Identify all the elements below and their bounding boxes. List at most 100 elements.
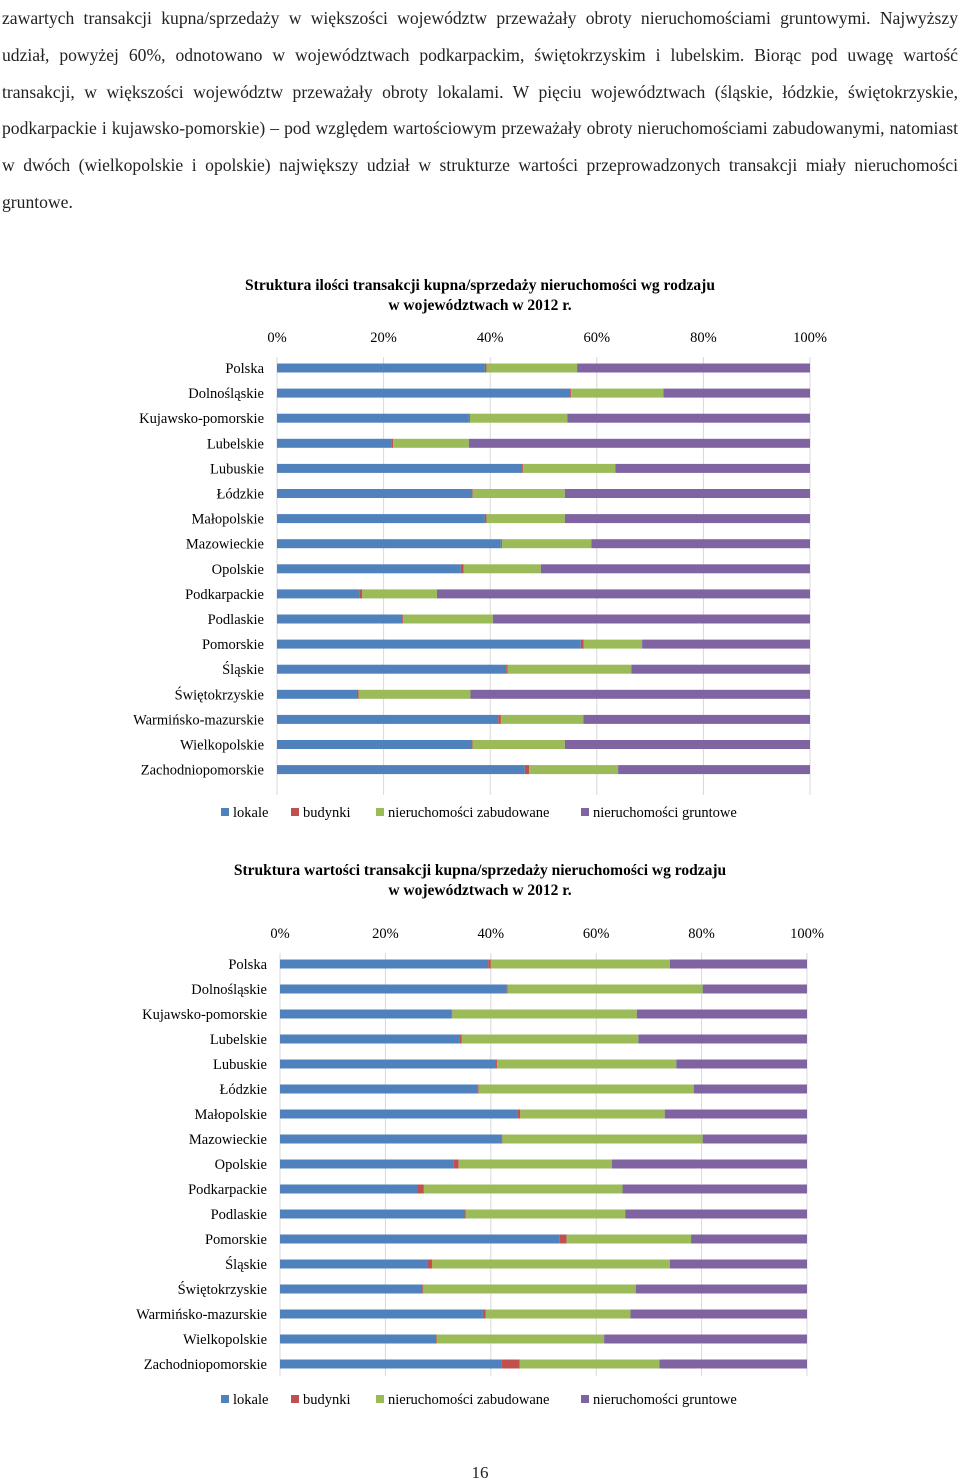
bar-segment-budynki (484, 363, 487, 373)
chart2-title-line1: Struktura wartości transakcji kupna/sprz… (233, 862, 727, 879)
bar-segment-lokale (280, 1134, 502, 1144)
category-label: Pomorskie (202, 637, 264, 653)
bar-segment-budynki (417, 1184, 424, 1194)
bar-segment-zabudowane (393, 438, 469, 448)
bar-segment-gruntowe (564, 489, 810, 498)
x-tick-label: 40% (477, 330, 504, 346)
bar-segment-lokale (280, 1234, 560, 1244)
bar-segment-zabudowane (423, 1284, 636, 1294)
category-label: Polska (228, 957, 267, 973)
x-tick-label: 0% (270, 926, 289, 942)
category-label: Podkarpackie (185, 587, 264, 603)
bar-segment-gruntowe (564, 514, 810, 524)
bar-segment-budynki (459, 1034, 462, 1044)
x-tick-label: 60% (583, 926, 610, 942)
legend-label: budynki (303, 805, 351, 821)
legend-swatch (221, 808, 229, 816)
bar-segment-gruntowe (468, 438, 810, 448)
category-label: Wielkopolskie (183, 1332, 267, 1348)
bar-segment-gruntowe (583, 714, 810, 724)
legend-label: nieruchomości gruntowe (593, 805, 737, 821)
x-tick-label: 60% (584, 330, 611, 346)
bar-segment-gruntowe (691, 1234, 807, 1244)
bar-segment-zabudowane (502, 1134, 703, 1144)
category-label: Małopolskie (192, 512, 265, 528)
bar-segment-lokale (280, 1034, 460, 1044)
bar-segment-budynki (506, 984, 508, 994)
chart1-title-line1: Struktura ilości transakcji kupna/sprzed… (245, 277, 715, 294)
bar-segment-lokale (280, 1159, 454, 1169)
x-tick-label: 20% (372, 926, 399, 942)
bar-segment-gruntowe (636, 1009, 807, 1019)
bar-segment-lokale (280, 1359, 502, 1369)
category-label: Dolnośląskie (191, 982, 267, 998)
bar-segment-budynki (422, 1284, 424, 1294)
bar-segment-gruntowe (693, 1084, 807, 1094)
bar-segment-budynki (501, 1134, 503, 1144)
category-label: Lubelskie (210, 1032, 267, 1048)
x-tick-label: 100% (793, 330, 827, 346)
bar-segment-lokale (277, 765, 525, 775)
bar-segment-zabudowane (486, 514, 565, 524)
bar-segment-budynki (460, 564, 464, 574)
bar-segment-gruntowe (702, 1134, 807, 1144)
bar-segment-budynki (496, 1059, 498, 1069)
bar-segment-budynki (517, 1109, 521, 1119)
bar-segment-gruntowe (702, 984, 807, 994)
legend-label: nieruchomości zabudowane (388, 805, 550, 821)
bar-segment-lokale (280, 1209, 465, 1219)
bar-segment-zabudowane (520, 1109, 665, 1119)
bar-segment-gruntowe (564, 740, 810, 749)
x-tick-label: 100% (790, 926, 824, 942)
bar-segment-budynki (570, 388, 572, 398)
bar-segment-budynki (435, 1334, 437, 1344)
chart2-legend: lokale budynki nieruchomości zabudowane nie… (0, 1392, 960, 1412)
bar-segment-lokale (280, 1109, 518, 1119)
bar-segment-gruntowe (604, 1334, 807, 1344)
bar-segment-gruntowe (612, 1159, 807, 1169)
bar-segment-gruntowe (659, 1359, 807, 1369)
bar-segment-lokale (280, 1009, 452, 1019)
legend-item-gruntowe: nieruchomości gruntowe (581, 1392, 737, 1409)
category-label: Zachodniopomorskie (144, 1357, 267, 1373)
bar-segment-gruntowe (622, 1184, 807, 1194)
legend-label: lokale (233, 1392, 269, 1408)
category-label: Mazowieckie (189, 1132, 267, 1148)
bar-segment-gruntowe (638, 1034, 807, 1044)
category-label: Kujawsko-pomorskie (142, 1007, 267, 1023)
bar-segment-gruntowe (625, 1209, 807, 1219)
bar-segment-zabudowane (497, 1059, 677, 1069)
category-label: Śląskie (222, 661, 264, 678)
bar-segment-budynki (477, 1084, 479, 1094)
category-label: Świętokrzyskie (175, 686, 264, 703)
category-label: Opolskie (215, 1157, 267, 1173)
bar-segment-budynki (402, 614, 404, 624)
bar-segment-lokale (277, 388, 571, 398)
category-label: Zachodniopomorskie (141, 763, 264, 779)
bar-segment-zabudowane (583, 639, 643, 649)
bar-segment-lokale (277, 514, 485, 524)
bar-segment-gruntowe (615, 463, 810, 473)
category-label: Małopolskie (195, 1107, 268, 1123)
bar-segment-budynki (484, 514, 487, 524)
legend-item-zabudowane: nieruchomości zabudowane (376, 805, 549, 822)
legend-label: nieruchomości gruntowe (593, 1392, 737, 1408)
bar-segment-gruntowe (669, 1259, 807, 1269)
legend-item-lokale: lokale (221, 1392, 268, 1409)
bar-segment-lokale (277, 363, 485, 373)
category-label: Warmińsko-mazurskie (133, 712, 264, 728)
bar-segment-lokale (277, 589, 360, 599)
chart2-title: Struktura wartości transakcji kupna/sprz… (0, 861, 960, 901)
category-label: Opolskie (212, 562, 264, 578)
bar-segment-lokale (280, 1284, 423, 1294)
legend-item-gruntowe: nieruchomości gruntowe (581, 805, 737, 822)
legend-item-budynki: budynki (291, 805, 351, 822)
bar-segment-gruntowe (664, 1109, 807, 1119)
bar-segment-budynki (580, 639, 584, 649)
category-label: Kujawsko-pomorskie (139, 411, 264, 427)
bar-segment-gruntowe (642, 639, 810, 649)
bar-segment-zabudowane (458, 1159, 613, 1169)
category-label: Podlaskie (211, 1207, 267, 1223)
category-label: Lubuskie (213, 1057, 267, 1073)
category-label: Warmińsko-mazurskie (136, 1307, 267, 1323)
